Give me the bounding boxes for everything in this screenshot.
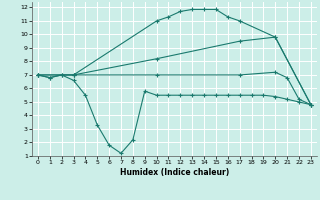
X-axis label: Humidex (Indice chaleur): Humidex (Indice chaleur)	[120, 168, 229, 177]
